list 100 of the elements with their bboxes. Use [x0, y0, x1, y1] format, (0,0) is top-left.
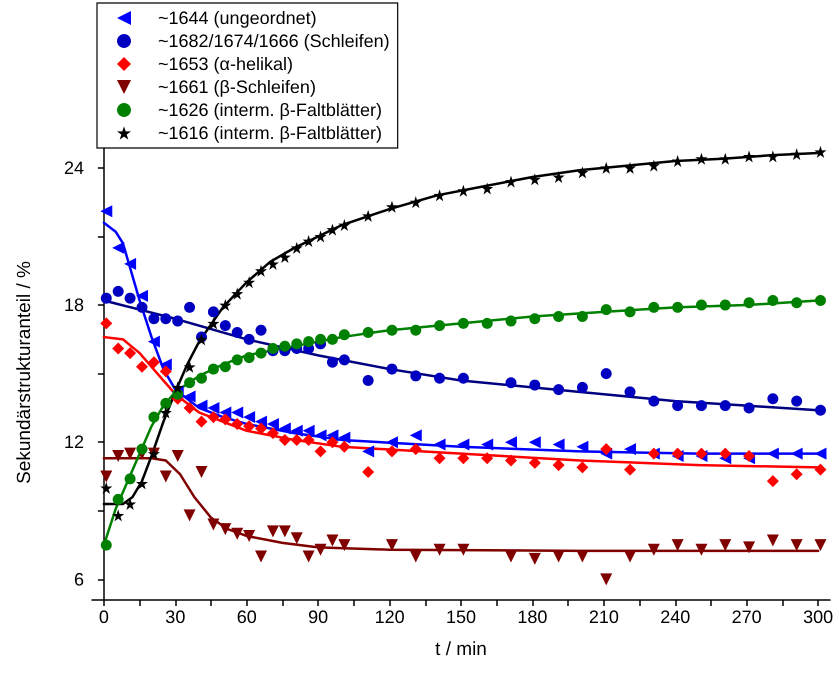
x-tick-label: 0 — [98, 607, 109, 627]
point — [100, 317, 112, 330]
x-tick-label: 30 — [165, 607, 186, 627]
point — [326, 356, 338, 368]
legend-label: ~1626 (interm. β-Faltblätter) — [158, 100, 382, 120]
point — [303, 336, 314, 348]
point — [255, 264, 268, 277]
point — [624, 306, 636, 318]
point — [600, 368, 612, 380]
point — [326, 224, 338, 236]
point — [266, 258, 279, 270]
point — [160, 398, 172, 409]
point — [504, 176, 517, 188]
point — [100, 540, 112, 551]
y-tick-label: 12 — [64, 432, 84, 452]
point — [720, 400, 731, 412]
point — [112, 450, 124, 462]
point — [576, 310, 588, 322]
point — [504, 550, 517, 563]
point — [504, 436, 517, 448]
point — [136, 302, 148, 313]
point — [362, 466, 374, 478]
point — [814, 539, 826, 552]
point — [457, 544, 470, 556]
point — [528, 552, 541, 565]
point — [315, 334, 326, 345]
point — [790, 539, 803, 552]
point — [672, 302, 684, 313]
point — [743, 150, 756, 162]
point — [266, 427, 279, 440]
x-tick-label: 120 — [374, 607, 405, 627]
point — [255, 416, 268, 428]
point — [767, 294, 778, 306]
point — [791, 297, 802, 308]
point — [207, 402, 220, 414]
point — [219, 413, 232, 426]
point — [112, 242, 124, 254]
point — [648, 302, 660, 313]
point — [160, 313, 172, 324]
point — [302, 235, 315, 248]
point — [506, 377, 516, 388]
point — [600, 573, 612, 586]
point — [148, 336, 160, 348]
point — [481, 452, 494, 464]
point — [219, 523, 232, 536]
point — [196, 333, 208, 346]
point — [279, 340, 290, 352]
point — [695, 544, 708, 556]
point — [386, 445, 398, 458]
point — [672, 400, 684, 412]
point — [695, 152, 708, 165]
point — [529, 313, 540, 324]
point — [410, 429, 422, 442]
point — [112, 509, 124, 522]
point — [148, 356, 160, 368]
point — [457, 438, 470, 451]
point — [624, 162, 636, 174]
point — [100, 482, 112, 494]
point — [196, 416, 208, 428]
point — [184, 360, 196, 373]
point — [267, 342, 278, 354]
point — [184, 402, 196, 414]
point — [136, 290, 148, 302]
point — [112, 342, 124, 354]
point — [624, 386, 636, 398]
point — [256, 348, 267, 359]
point — [124, 473, 136, 484]
point — [790, 468, 803, 480]
point — [243, 411, 256, 424]
point — [814, 464, 826, 476]
point — [184, 377, 196, 388]
point — [172, 316, 184, 327]
point — [112, 286, 124, 297]
point — [457, 452, 470, 464]
point — [243, 530, 256, 542]
point — [124, 347, 136, 360]
point — [386, 324, 398, 336]
point — [790, 148, 803, 160]
point — [160, 365, 172, 378]
point — [302, 550, 315, 563]
point — [434, 438, 446, 451]
y-tick-label: 6 — [74, 569, 84, 590]
point — [553, 384, 564, 396]
point — [720, 300, 731, 311]
point — [338, 354, 350, 366]
point — [624, 550, 636, 563]
point — [410, 370, 422, 382]
point — [386, 200, 398, 213]
point — [504, 454, 517, 467]
point — [290, 424, 303, 437]
point — [576, 461, 588, 474]
point — [482, 318, 493, 329]
point — [814, 404, 826, 416]
point — [744, 297, 755, 308]
point — [648, 160, 660, 172]
point — [362, 375, 374, 386]
point — [148, 313, 160, 324]
point — [124, 258, 136, 270]
point — [434, 320, 446, 332]
point — [207, 411, 220, 424]
